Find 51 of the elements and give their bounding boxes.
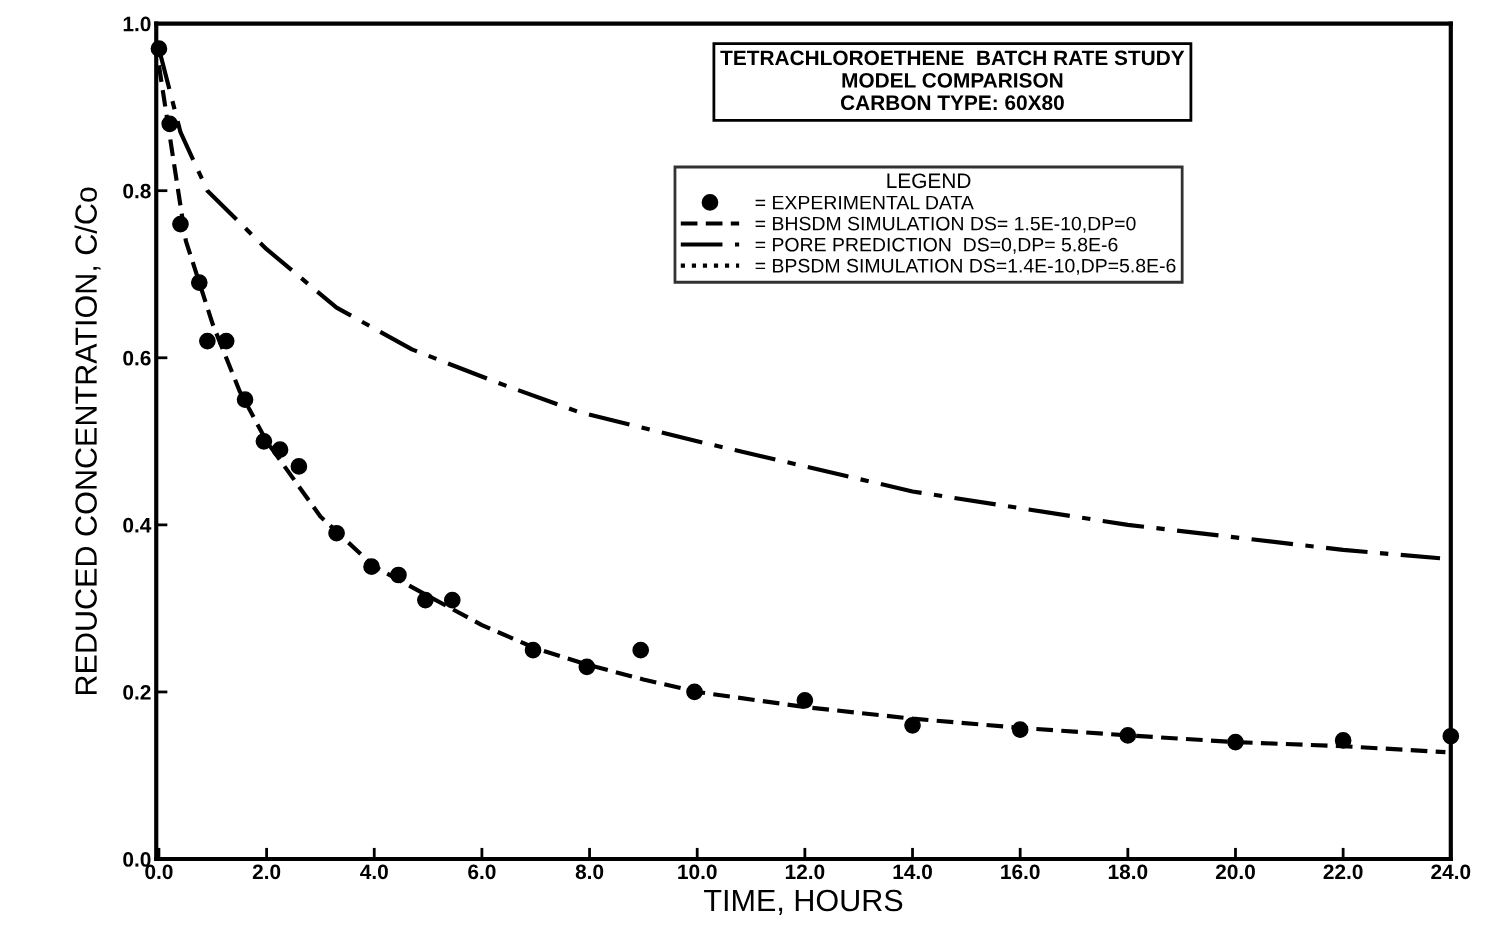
point: [328, 524, 345, 542]
point: [271, 441, 289, 459]
point: [1334, 732, 1352, 749]
x-tick-label: 22.0: [1323, 864, 1363, 880]
point: [236, 391, 254, 408]
point: [1119, 727, 1137, 744]
y-tick-label: 1.0: [123, 16, 151, 32]
point: [578, 658, 596, 676]
point: [172, 215, 189, 233]
y-tick-label: 0.6: [123, 350, 151, 366]
x-tick-label: 10.0: [678, 864, 717, 880]
y-axis-title: REDUCED CONCENTRATION, C/Co: [74, 187, 101, 695]
legend-label: = BHSDM SIMULATION DS= 1.5E-10,DP=0: [755, 216, 1136, 233]
point: [443, 591, 461, 609]
y-tick-label: 0.8: [123, 183, 151, 199]
legend-label: = BPSDM SIMULATION DS=1.4E-10,DP=5.8E-6: [755, 258, 1176, 275]
point: [1227, 733, 1244, 751]
point: [161, 115, 179, 133]
x-tick-label: 12.0: [785, 864, 825, 880]
y-tick-label: 0.4: [123, 517, 152, 533]
x-axis-title: TIME, HOURS: [704, 889, 903, 915]
x-tick-label: 20.0: [1215, 864, 1255, 880]
text: TETRACHLOROETHENE BATCH RATE STUDY MODEL COMPARISON CARBON TYPE: 60X80: [720, 50, 1185, 111]
point: [1011, 721, 1029, 738]
x-tick-label: 6.0: [468, 864, 496, 880]
point: [524, 641, 542, 659]
y-tick-label: 0.2: [123, 684, 151, 700]
x-tick-label: 24.0: [1431, 864, 1471, 880]
point: [417, 591, 434, 609]
point: [632, 641, 650, 659]
point: [217, 332, 235, 350]
point: [1442, 727, 1460, 745]
x-tick-label: 4.0: [360, 864, 388, 880]
point: [150, 40, 168, 57]
x-tick-label: 18.0: [1108, 864, 1148, 880]
point: [255, 432, 273, 450]
legend-title: LEGEND: [887, 173, 971, 189]
point: [290, 458, 308, 475]
point: [363, 558, 380, 575]
point: [190, 274, 208, 291]
x-tick-label: 8.0: [575, 864, 604, 880]
point: [686, 683, 703, 701]
x-tick-label: 16.0: [1001, 864, 1040, 880]
point: [796, 691, 814, 709]
x-tick-label: 2.0: [252, 864, 281, 880]
legend-label: = PORE PREDICTION DS=0,DP= 5.8E-6: [755, 237, 1118, 254]
legend-label: = EXPERIMENTAL DATA: [755, 195, 974, 210]
point: [390, 566, 407, 584]
point: [199, 332, 216, 350]
x-tick-label: 14.0: [893, 864, 932, 880]
point: [904, 717, 921, 734]
